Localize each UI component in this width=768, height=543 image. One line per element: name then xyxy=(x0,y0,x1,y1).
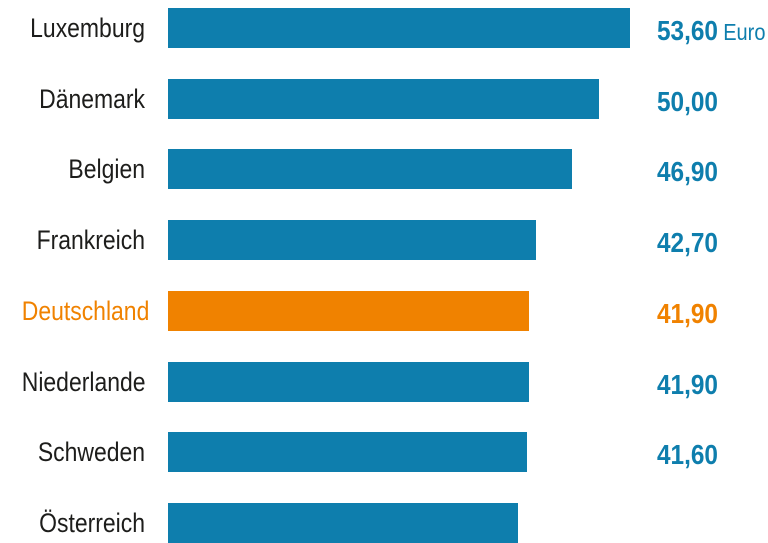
chart-row: Frankreich 42,70 xyxy=(0,220,768,263)
value-label: 50,00 xyxy=(657,82,718,122)
bar xyxy=(168,8,630,48)
category-label: Belgien xyxy=(68,154,145,185)
chart-row: Österreich xyxy=(0,502,768,543)
bar xyxy=(168,290,529,331)
category-label: Dänemark xyxy=(39,83,145,114)
bar xyxy=(168,220,536,261)
value-label: 41,60 xyxy=(657,435,718,475)
category-label: Luxemburg xyxy=(30,13,146,43)
chart-row: Dänemark 50,00 xyxy=(0,78,768,122)
value-number: 42,70 xyxy=(657,227,718,259)
category-label: Österreich xyxy=(39,507,145,538)
bar xyxy=(168,149,572,190)
chart-row: Luxemburg 53,60 Euro xyxy=(0,8,768,48)
horizontal-bar-chart: Luxemburg 53,60 Euro Dänemark 50,00 Belgien 46… xyxy=(0,8,768,543)
value-label: 41,90 xyxy=(657,294,718,334)
value-number: 50,00 xyxy=(657,85,718,117)
value-number: 53,60 xyxy=(657,15,718,46)
value-number: 41,90 xyxy=(657,297,718,329)
value-number: 41,60 xyxy=(657,439,718,471)
category-label: Deutschland xyxy=(21,295,150,326)
value-number: 41,90 xyxy=(657,368,718,400)
value-label: 53,60 Euro xyxy=(657,11,765,51)
bar xyxy=(168,78,599,119)
chart-row: Niederlande 41,90 xyxy=(0,361,768,405)
bar xyxy=(168,361,529,402)
bar xyxy=(168,432,527,473)
bar xyxy=(168,502,518,543)
value-label: 41,90 xyxy=(657,365,718,405)
chart-row: Belgien 46,90 xyxy=(0,149,768,192)
value-label: 42,70 xyxy=(657,223,718,263)
chart-row: Deutschland 41,90 xyxy=(0,290,768,334)
value-label: 46,90 xyxy=(657,152,718,192)
category-label: Schweden xyxy=(37,437,145,468)
chart-row: Schweden 41,60 xyxy=(0,432,768,475)
category-label: Niederlande xyxy=(21,366,146,397)
unit-label: Euro xyxy=(723,19,766,45)
value-number: 46,90 xyxy=(657,156,718,188)
category-label: Frankreich xyxy=(36,225,145,256)
